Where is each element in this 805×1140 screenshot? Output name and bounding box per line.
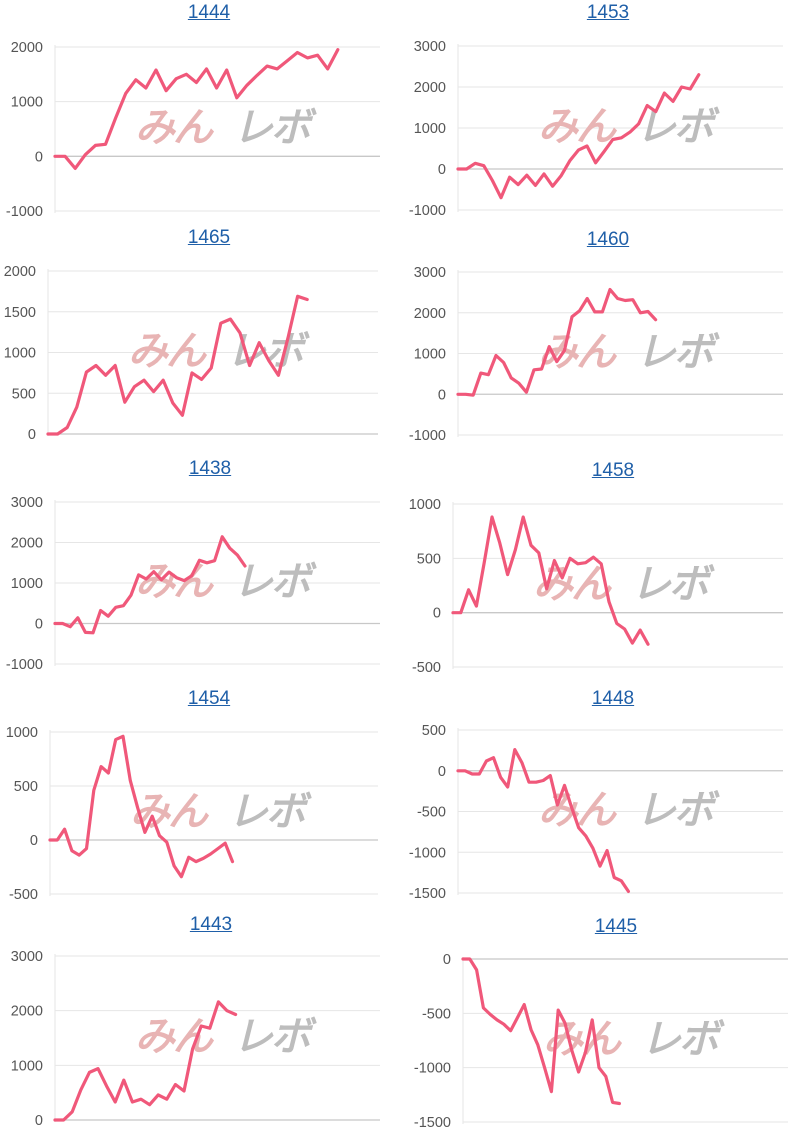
y-tick-label: 2000 <box>11 536 43 552</box>
watermark-logo: みん <box>135 105 215 151</box>
y-tick-label: -1500 <box>414 1115 451 1131</box>
watermark-logo: レボ <box>233 559 317 605</box>
series-line <box>53 535 247 635</box>
line-chart: 3000 2000 1000 0 -1000 みん レボ <box>6 495 380 673</box>
chart-panel-6: 1458 1000 500 0 -500 みん レボ <box>403 458 803 686</box>
line-chart: 2000 1500 1000 500 0 みん レボ <box>4 264 378 443</box>
series-line <box>451 515 650 646</box>
watermark-logo: レボ <box>631 562 715 608</box>
series-line <box>48 734 235 879</box>
watermark-logo: みん <box>538 330 618 376</box>
y-tick-label: 1500 <box>4 305 36 321</box>
chart-panel-10: 1445 0 -500 -1000 -1500 みん レボ <box>403 914 803 1140</box>
y-tick-label: 2000 <box>414 306 446 322</box>
line-chart: 3000 2000 1000 0 みん レボ <box>11 949 380 1129</box>
chart-title-link[interactable]: 1453 <box>586 2 630 23</box>
y-tick-label: 2000 <box>11 40 43 56</box>
y-tick-label: -500 <box>9 887 38 903</box>
chart-title-link[interactable]: 1443 <box>189 914 233 935</box>
watermark-logo: レボ <box>233 105 317 151</box>
y-tick-label: 1000 <box>414 347 446 363</box>
chart-title-link[interactable]: 1458 <box>591 460 635 481</box>
y-tick-label: -500 <box>417 805 446 821</box>
y-tick-label: -1000 <box>6 657 43 673</box>
watermark-logo: みん <box>135 1014 215 1060</box>
y-tick-label: -1000 <box>409 203 446 219</box>
chart-panel-4: 1460 3000 2000 1000 0 -1000 みん レボ <box>403 227 803 455</box>
y-tick-label: 2000 <box>11 1004 43 1020</box>
watermark-logo: レボ <box>636 330 720 376</box>
watermark-logo: レボ <box>636 788 720 834</box>
y-tick-label: 3000 <box>414 39 446 55</box>
y-tick-label: 0 <box>35 1113 43 1129</box>
watermark-logo: レボ <box>226 329 310 375</box>
y-tick-label: 1000 <box>414 121 446 137</box>
y-tick-label: 0 <box>35 149 43 165</box>
chart-title-link[interactable]: 1460 <box>586 229 630 250</box>
y-tick-label: -1000 <box>409 845 446 861</box>
chart-title-link[interactable]: 1445 <box>594 916 638 937</box>
y-tick-label: -1000 <box>414 1061 451 1077</box>
y-tick-label: 0 <box>30 833 38 849</box>
y-tick-label: 0 <box>438 387 446 403</box>
chart-panel-1: 1444 2000 1000 0 -1000 みん レボ <box>0 0 400 225</box>
chart-panel-3: 1465 2000 1500 1000 500 0 みん レボ <box>0 225 400 455</box>
watermark-logo: レボ <box>641 1017 725 1063</box>
y-tick-label: 0 <box>443 952 451 968</box>
line-chart: 3000 2000 1000 0 -1000 みん レボ <box>409 265 783 444</box>
y-tick-label: 500 <box>12 386 36 402</box>
line-chart: 2000 1000 0 -1000 みん レボ <box>6 40 380 220</box>
watermark-logo: レボ <box>233 1014 317 1060</box>
chart-title-link[interactable]: 1454 <box>187 688 231 709</box>
y-tick-label: 1000 <box>4 346 36 362</box>
y-tick-label: 3000 <box>11 949 43 965</box>
y-tick-label: -1500 <box>409 886 446 902</box>
line-chart: 3000 2000 1000 0 -1000 みん レボ <box>409 39 783 219</box>
y-tick-label: 0 <box>438 764 446 780</box>
y-tick-label: 0 <box>433 606 441 622</box>
y-tick-label: 1000 <box>11 1058 43 1074</box>
watermark-logo: みん <box>538 104 618 150</box>
chart-title-link[interactable]: 1448 <box>591 688 635 709</box>
y-tick-label: 2000 <box>4 264 36 280</box>
chart-panel-5: 1438 3000 2000 1000 0 -1000 みん レボ <box>0 456 400 686</box>
chart-title-link[interactable]: 1444 <box>187 2 231 23</box>
watermark-logo: レボ <box>228 789 312 835</box>
series-line <box>461 957 621 1106</box>
y-tick-label: 500 <box>14 779 38 795</box>
y-tick-label: 0 <box>28 427 36 443</box>
y-tick-label: 3000 <box>414 265 446 281</box>
watermark-logo: みん <box>128 329 208 375</box>
chart-title-link[interactable]: 1465 <box>187 227 231 248</box>
y-tick-label: 3000 <box>11 495 43 511</box>
y-tick-label: -1000 <box>409 428 446 444</box>
y-tick-label: 1000 <box>6 725 38 741</box>
chart-title-link[interactable]: 1438 <box>188 458 232 479</box>
y-tick-label: 1000 <box>409 497 441 513</box>
y-tick-label: 0 <box>438 162 446 178</box>
series-line <box>46 294 309 436</box>
watermark-logo: みん <box>135 559 215 605</box>
chart-panel-8: 1448 500 0 -500 -1000 -1500 みん レボ <box>403 686 803 911</box>
y-tick-label: 0 <box>35 617 43 633</box>
y-tick-label: -1000 <box>6 204 43 220</box>
chart-panel-2: 1453 3000 2000 1000 0 -1000 みん レボ <box>403 0 803 225</box>
y-tick-label: 2000 <box>414 80 446 96</box>
y-tick-label: 500 <box>422 723 446 739</box>
series-line <box>53 1000 238 1122</box>
y-tick-label: -500 <box>422 1006 451 1022</box>
chart-panel-9: 1443 3000 2000 1000 0 みん レボ <box>0 912 400 1140</box>
chart-panel-7: 1454 1000 500 0 -500 みん レボ <box>0 686 400 911</box>
y-tick-label: -500 <box>412 660 441 676</box>
y-tick-label: 1000 <box>11 95 43 111</box>
y-tick-label: 500 <box>417 551 441 567</box>
watermark-logo: レボ <box>636 104 720 150</box>
y-tick-label: 1000 <box>11 576 43 592</box>
